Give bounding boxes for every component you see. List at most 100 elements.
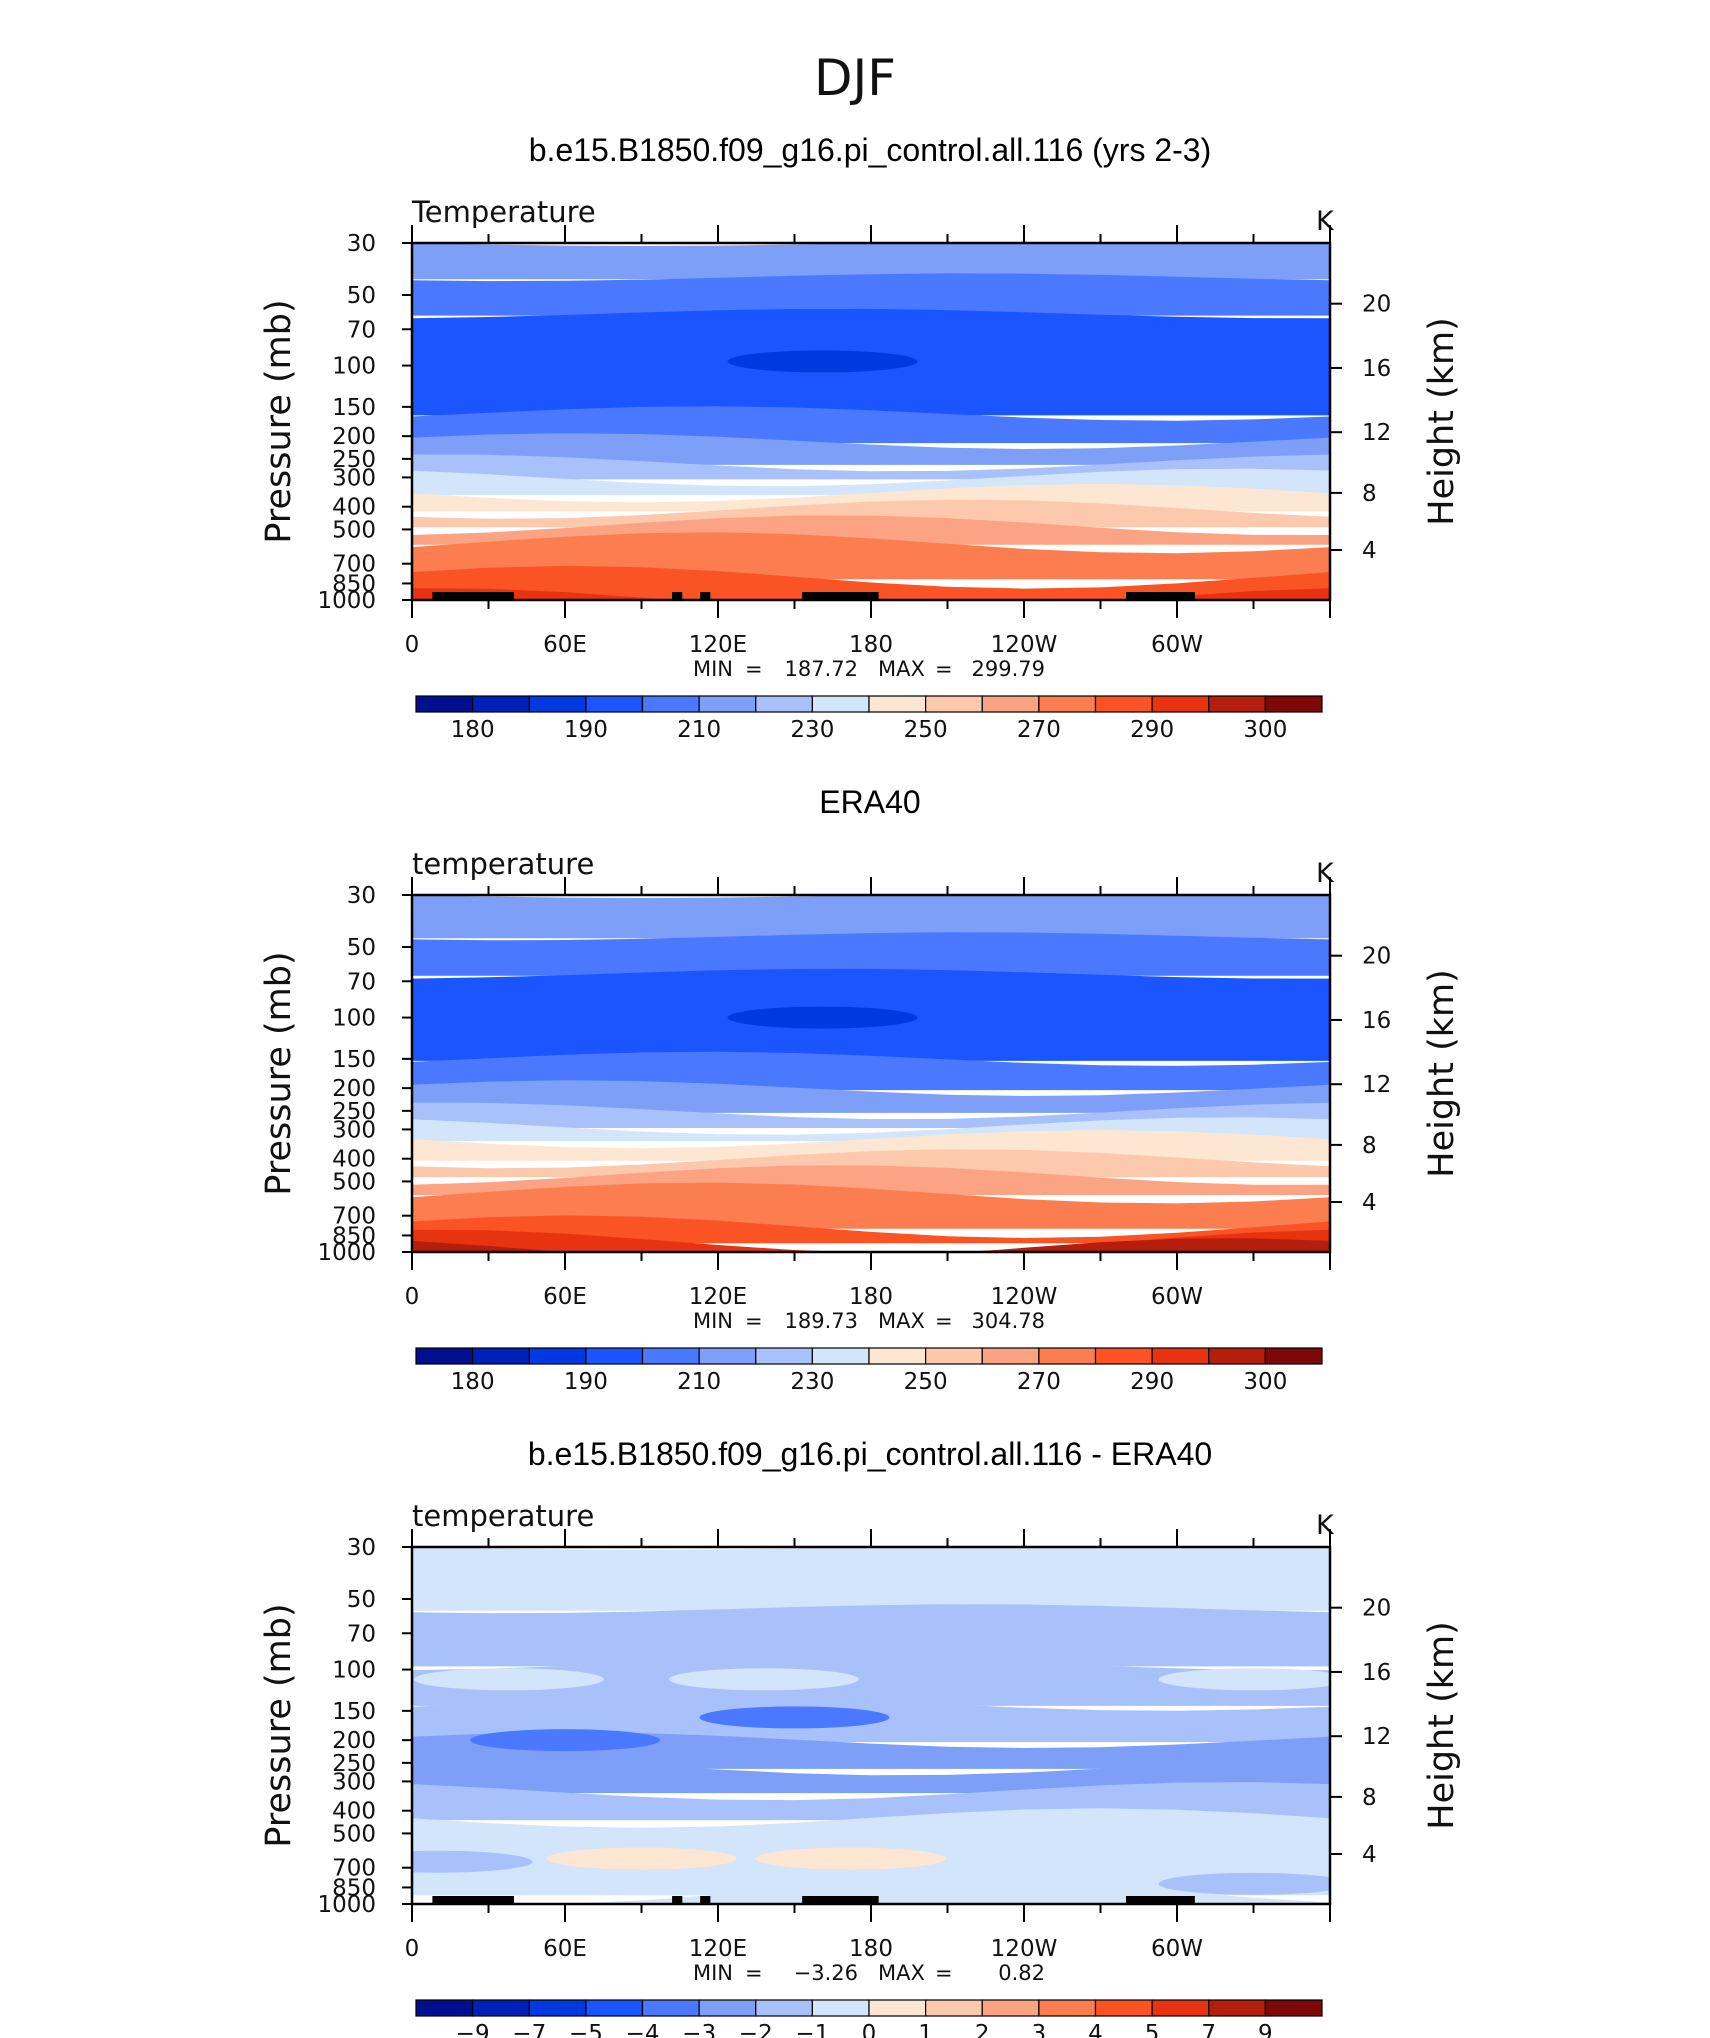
y-tick-label: 50 (347, 1587, 376, 1613)
contour-blob (1158, 1872, 1330, 1895)
colorbar-swatch (528, 1999, 587, 2017)
colorbar-swatch (415, 1347, 474, 1365)
colorbar-swatch (1151, 695, 1210, 713)
y-tick-label: 70 (347, 1621, 376, 1647)
max-label: MAX (878, 1309, 925, 1333)
y-tick-label: 200 (332, 1728, 376, 1754)
colorbar-label: 270 (1017, 717, 1061, 743)
colorbar-swatch (981, 1999, 1040, 2017)
left-string: temperature (412, 1499, 594, 1533)
colorbar-swatch (1094, 695, 1153, 713)
contour-band (412, 1051, 1330, 1091)
colorbar-swatch (868, 695, 927, 713)
contour-band (412, 1215, 1330, 1244)
colorbar-swatch (528, 1347, 587, 1365)
y-tick-label-right: 8 (1362, 481, 1377, 507)
y-tick-label: 1000 (317, 1892, 376, 1918)
x-tick-label: 180 (849, 632, 893, 658)
contour-band (412, 243, 1330, 280)
chart-title: b.e15.B1850.f09_g16.pi_control.all.116 (… (529, 132, 1212, 168)
colorbar-swatch (925, 1347, 983, 1365)
x-tick-label: 120E (689, 1936, 747, 1962)
colorbar-label: −5 (569, 2021, 603, 2038)
topography-mask (700, 1896, 711, 1904)
y-tick-label: 100 (332, 354, 376, 380)
colorbar-swatch (1264, 1347, 1323, 1365)
colorbar-swatch (1094, 1999, 1153, 2017)
y-tick-label: 700 (332, 1204, 376, 1230)
y-tick-label: 500 (332, 1169, 376, 1195)
y-tick-label: 850 (332, 1875, 376, 1901)
y-axis-label-right: Height (km) (1422, 317, 1462, 526)
max-label: MAX (878, 657, 925, 681)
y-tick-label: 30 (347, 231, 376, 257)
y-tick-label-right: 12 (1362, 420, 1391, 446)
colorbar-label: 300 (1243, 1369, 1287, 1395)
colorbar-swatch (1264, 1999, 1323, 2017)
colorbar-swatch (698, 1347, 757, 1365)
colorbar-swatch (472, 1999, 530, 2017)
y-tick-label-right: 8 (1362, 1785, 1377, 1811)
contour-band (412, 1758, 1330, 1794)
equals-sign: = (935, 1961, 953, 1985)
chart-panel-3: b.e15.B1850.f09_g16.pi_control.all.116 -… (259, 1436, 1462, 2038)
y-axis-label: Pressure (mb) (259, 1603, 299, 1847)
contour-band (412, 499, 1330, 528)
contour-band (412, 406, 1330, 444)
y-tick-label: 250 (332, 1751, 376, 1777)
topography-mask (1126, 1896, 1195, 1904)
contour-blob (1158, 1668, 1330, 1691)
contour-blob (727, 1006, 918, 1029)
y-tick-label-right: 8 (1362, 1133, 1377, 1159)
y-tick-label: 400 (332, 1147, 376, 1173)
colorbar-swatch (981, 1347, 1040, 1365)
x-tick-label: 120E (689, 1284, 747, 1310)
contour-blob (668, 1668, 859, 1691)
left-string: temperature (412, 847, 594, 881)
topography-mask (672, 1896, 683, 1904)
plot-area (412, 1547, 1330, 1904)
contour-blob (699, 1706, 890, 1729)
chart-panel-2: ERA40 temperature K 0 60E 120E 180 120W 60W 30 50 7… (259, 784, 1462, 1395)
colorbar-label: −7 (512, 2021, 546, 2038)
contour-band (412, 1149, 1330, 1178)
chart-panel-1: b.e15.B1850.f09_g16.pi_control.all.116 (… (259, 132, 1462, 743)
y-tick-label-right: 12 (1362, 1724, 1391, 1750)
x-tick-label: 0 (405, 632, 420, 658)
colorbar-swatch (1151, 1347, 1210, 1365)
colorbar-label: 250 (904, 717, 948, 743)
colorbar-label: 0 (862, 2021, 877, 2038)
page-title: DJF (814, 49, 896, 107)
max-value: 299.79 (972, 657, 1045, 681)
colorbar-swatch (868, 1347, 927, 1365)
x-tick-label: 60E (543, 632, 587, 658)
y-tick-label: 300 (332, 1769, 376, 1795)
colorbar-label: 300 (1243, 717, 1287, 743)
y-tick-label-right: 16 (1362, 1008, 1391, 1034)
colorbar-swatch (925, 1999, 983, 2017)
colorbar-label: 180 (451, 717, 495, 743)
y-axis-label: Pressure (mb) (259, 951, 299, 1195)
x-tick-label: 60E (543, 1936, 587, 1962)
y-tick-label: 70 (347, 969, 376, 995)
colorbar-swatch (811, 695, 870, 713)
contour-band (412, 1238, 1330, 1252)
y-axis-label: Pressure (mb) (259, 299, 299, 543)
x-tick-label: 60W (1151, 1936, 1203, 1962)
y-tick-label: 300 (332, 465, 376, 491)
colorbar-label: −9 (456, 2021, 490, 2038)
colorbar-label: 230 (790, 717, 834, 743)
y-tick-label: 850 (332, 1223, 376, 1249)
colorbar-swatch (641, 1347, 700, 1365)
colorbar-swatch (528, 695, 587, 713)
x-tick-label: 180 (849, 1936, 893, 1962)
colorbar-swatch (585, 695, 644, 713)
min-value: 187.72 (785, 657, 858, 681)
y-tick-label: 200 (332, 1076, 376, 1102)
colorbar-label: 180 (451, 1369, 495, 1395)
y-tick-label: 30 (347, 1535, 376, 1561)
min-label: MIN (693, 657, 733, 681)
x-tick-label: 120W (991, 1936, 1058, 1962)
y-tick-label-right: 20 (1362, 292, 1391, 318)
